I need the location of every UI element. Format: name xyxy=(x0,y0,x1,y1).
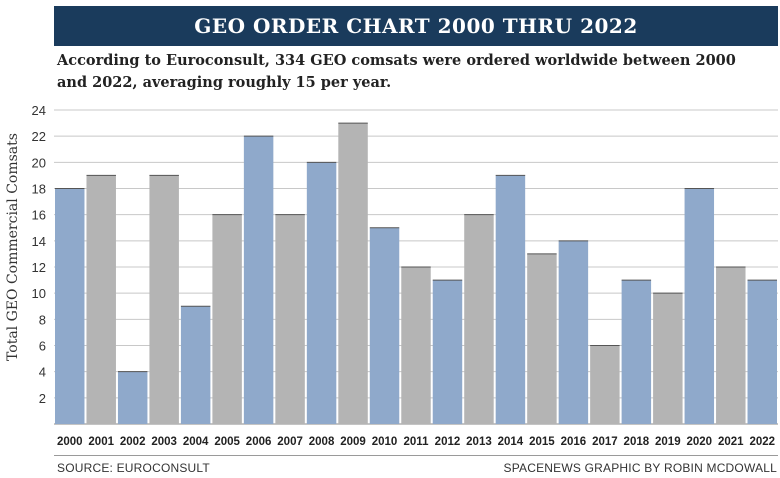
bar-2008 xyxy=(306,162,337,425)
x-tick-label: 2009 xyxy=(340,436,366,448)
x-tick-label: 2018 xyxy=(624,436,650,448)
bar-2017 xyxy=(590,345,620,424)
x-tick-label: 2022 xyxy=(749,436,775,448)
bar-2004 xyxy=(180,306,211,424)
credit-note: SPACENEWS GRAPHIC BY ROBIN MCDOWALL xyxy=(503,461,777,475)
y-tick-label: 12 xyxy=(32,260,46,275)
x-tick-label: 2017 xyxy=(592,436,618,448)
bar-2003 xyxy=(149,175,179,424)
bar-2019 xyxy=(653,293,683,424)
bar-2016 xyxy=(558,240,589,424)
x-tick-label: 2008 xyxy=(309,436,335,448)
x-tick-label: 2015 xyxy=(529,436,555,448)
bar-2011 xyxy=(401,267,431,424)
x-tick-label: 2006 xyxy=(246,436,272,448)
x-tick-label: 2012 xyxy=(435,436,461,448)
bar-2021 xyxy=(716,267,746,424)
bar-2020 xyxy=(684,188,715,424)
x-tick-label: 2001 xyxy=(88,436,114,448)
chart-title-bar: GEO ORDER CHART 2000 THRU 2022 xyxy=(54,6,778,46)
x-tick-label: 2019 xyxy=(655,436,681,448)
bar-2013 xyxy=(464,214,494,424)
bar-2010 xyxy=(369,227,400,424)
y-tick-label: 20 xyxy=(32,155,46,170)
x-tick-label: 2021 xyxy=(718,436,744,448)
y-tick-label: 6 xyxy=(39,339,46,354)
x-tick-label: 2005 xyxy=(214,436,240,448)
bars xyxy=(55,122,777,425)
x-tick-labels: 2000 2001 2002 2003 2004 2005 2006 2007 2008 2009… xyxy=(57,436,775,448)
x-tick-label: 2007 xyxy=(277,436,303,448)
y-tick-label: 18 xyxy=(32,182,46,197)
bar-2015 xyxy=(527,253,557,424)
x-tick-label: 2004 xyxy=(183,436,209,448)
x-tick-label: 2014 xyxy=(498,436,524,448)
x-tick-label: 2013 xyxy=(466,436,492,448)
bar-2002 xyxy=(117,371,148,424)
bar-2000 xyxy=(55,188,85,424)
y-tick-label: 10 xyxy=(32,286,46,301)
footer-rule xyxy=(54,455,778,456)
x-tick-label: 2003 xyxy=(151,436,177,448)
chart-title: GEO ORDER CHART 2000 THRU 2022 xyxy=(194,14,638,38)
bar-2018 xyxy=(621,280,652,424)
y-tick-label: 22 xyxy=(32,129,46,144)
x-tick-label: 2011 xyxy=(404,436,430,448)
bar-2006 xyxy=(243,136,274,424)
x-tick-label: 2000 xyxy=(57,436,83,448)
x-tick-label: 2016 xyxy=(561,436,587,448)
bar-2022 xyxy=(747,280,777,424)
source-note: SOURCE: EUROCONSULT xyxy=(57,461,210,475)
bar-2001 xyxy=(86,175,116,424)
chart-subtitle: According to Euroconsult, 334 GEO comsat… xyxy=(57,52,736,91)
y-tick-label: 4 xyxy=(39,365,46,380)
y-tick-label: 24 xyxy=(32,103,46,118)
y-tick-label: 16 xyxy=(32,208,46,223)
x-tick-label: 2020 xyxy=(687,436,713,448)
y-tick-label: 8 xyxy=(39,312,46,327)
bar-2009 xyxy=(338,123,368,424)
y-tick-label: 14 xyxy=(32,234,46,249)
x-tick-label: 2002 xyxy=(120,436,146,448)
y-tick-label: 2 xyxy=(39,391,46,406)
x-tick-label: 2010 xyxy=(372,436,398,448)
bar-2007 xyxy=(275,214,305,424)
bar-2012 xyxy=(432,280,463,424)
bar-2014 xyxy=(495,175,526,424)
bar-2005 xyxy=(212,214,242,424)
